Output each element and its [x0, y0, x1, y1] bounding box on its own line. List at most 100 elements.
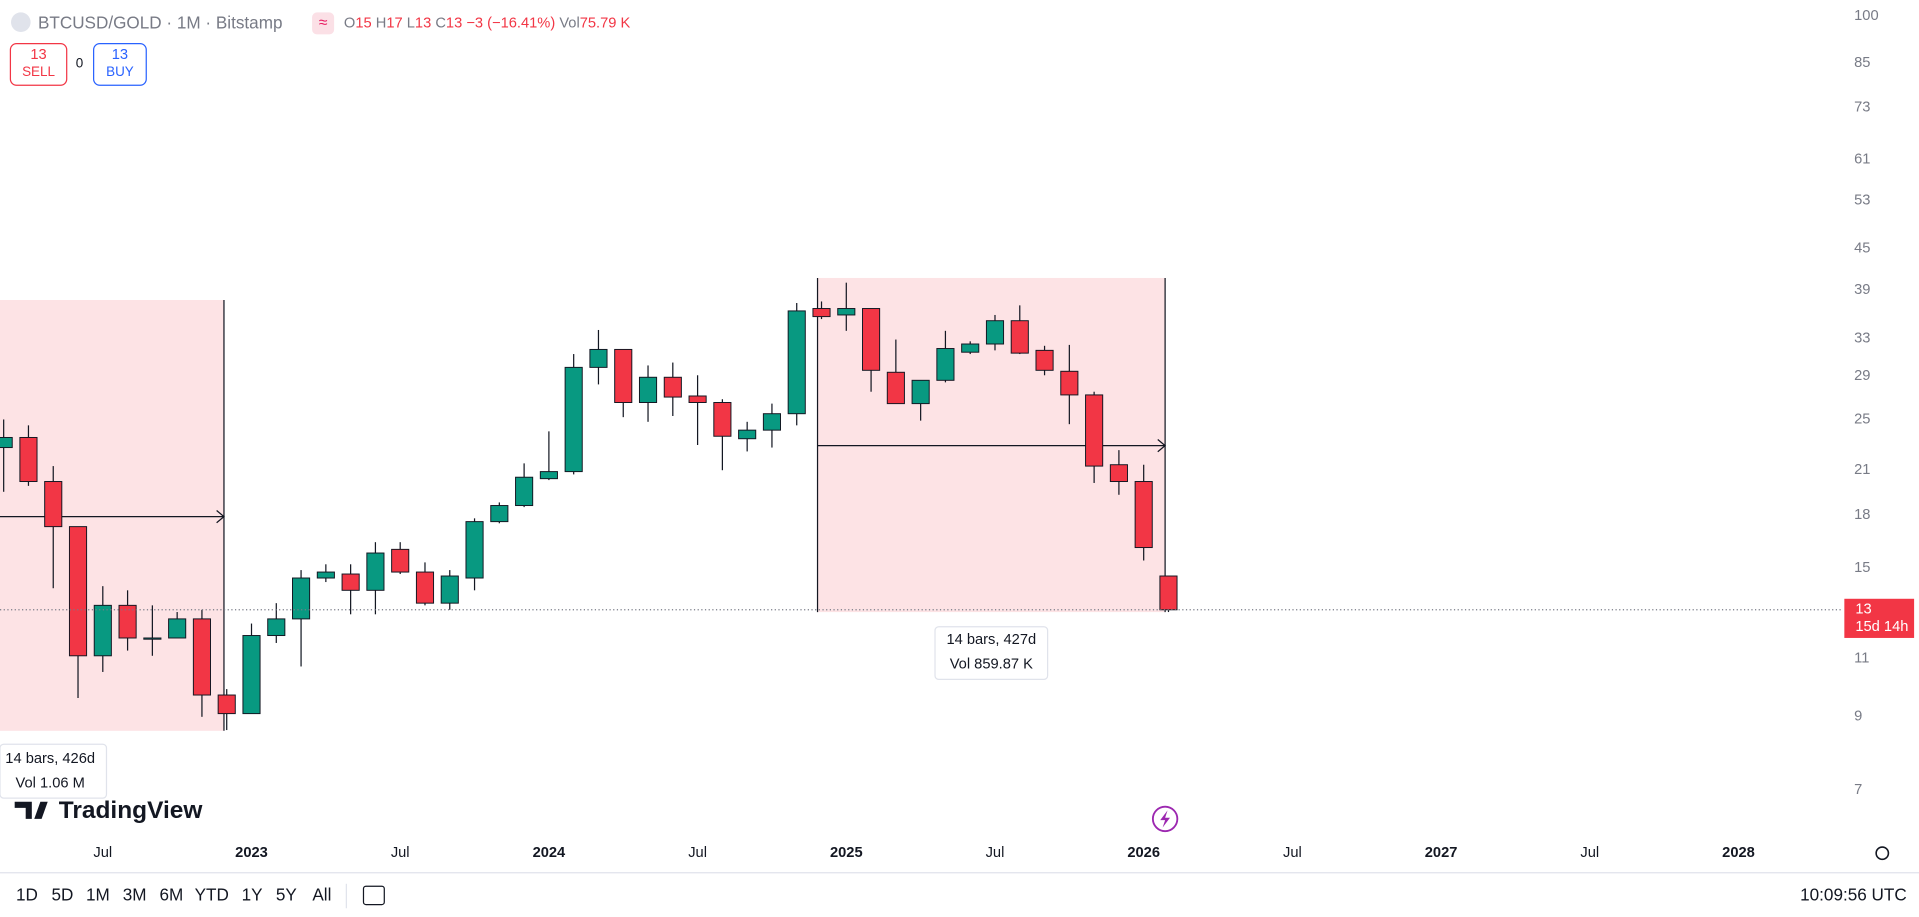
spread: 0 — [76, 55, 83, 70]
candle-body — [1159, 575, 1178, 611]
vol-key: Vol — [559, 15, 579, 31]
measure-bars: 14 bars, 426d — [5, 751, 95, 767]
range-shade — [0, 300, 224, 731]
y-tick-label: 73 — [1854, 99, 1870, 115]
y-tick-label: 11 — [1854, 650, 1869, 666]
candle-body — [341, 573, 360, 591]
y-tick-label: 18 — [1854, 507, 1870, 523]
x-tick-label: Jul — [986, 845, 1005, 861]
range-button[interactable]: 1D — [16, 885, 38, 905]
candle-body — [242, 635, 261, 715]
candle-body — [93, 604, 112, 657]
y-tick-label: 100 — [1854, 8, 1878, 24]
candle-body — [886, 371, 905, 405]
candle-body — [440, 575, 459, 604]
candle-body — [515, 476, 534, 507]
y-tick-label: 25 — [1854, 411, 1870, 427]
x-tick-label: Jul — [93, 845, 112, 861]
range-button[interactable]: 5D — [51, 885, 73, 905]
arrow-head — [1157, 439, 1167, 453]
price-label: 13 — [1855, 602, 1871, 618]
x-tick-label: 2023 — [235, 845, 268, 861]
range-button[interactable]: All — [312, 885, 331, 905]
y-tick-label: 7 — [1854, 782, 1862, 798]
indicator-icon[interactable] — [312, 12, 335, 35]
range-button[interactable]: 1M — [86, 885, 110, 905]
calendar-icon[interactable] — [362, 885, 385, 906]
range-button[interactable]: 1Y — [242, 885, 264, 905]
candle-body — [1085, 394, 1104, 467]
arrow-head — [216, 510, 225, 524]
range-button[interactable]: 6M — [159, 885, 183, 905]
measure-box — [0, 743, 108, 799]
x-tick-label: Jul — [1580, 845, 1599, 861]
y-tick-label: 9 — [1854, 709, 1862, 725]
candle-body — [911, 379, 930, 405]
price-label-box — [1844, 598, 1915, 638]
candle-body — [168, 618, 187, 639]
candle-body — [762, 413, 782, 431]
candle-body — [738, 429, 757, 440]
x-tick-label: Jul — [391, 845, 410, 861]
buy-price: 13 — [112, 47, 128, 63]
measure-bars: 14 bars, 427d — [946, 632, 1036, 648]
measure-box — [934, 626, 1049, 681]
candle-body — [1010, 320, 1029, 354]
toolbar: 1D 5D 1M 3M 6M YTD 1Y 5Y All — [16, 885, 331, 905]
candle-body — [638, 376, 658, 403]
ohlc-value: 15 — [355, 15, 371, 31]
logo[interactable]: TradingView — [59, 797, 204, 824]
ohlc-key: O — [344, 15, 355, 31]
candle-body — [143, 637, 162, 640]
y-tick-label: 15 — [1854, 560, 1870, 576]
candle-body — [267, 618, 286, 637]
range-button[interactable]: 5Y — [276, 885, 298, 905]
countdown-label: 15d 14h — [1855, 619, 1908, 635]
candle-body — [862, 308, 881, 371]
candle-body — [961, 343, 980, 353]
axes: 7 9 11 15 18 21 25 29 33 39 45 53 61 73 85 100 Jul 2023 Ju… — [0, 8, 1915, 861]
candle-body — [985, 320, 1005, 345]
x-tick-label: 2027 — [1425, 845, 1458, 861]
ohlc-value: 13 — [415, 15, 431, 31]
candle-body — [415, 571, 435, 604]
y-tick-label: 39 — [1854, 282, 1870, 298]
candle-body — [663, 376, 682, 398]
x-tick-label: 2028 — [1722, 845, 1755, 861]
events-icon[interactable] — [1151, 805, 1179, 833]
vol-value: 75.79 K — [580, 15, 631, 31]
x-tick-label: Jul — [688, 845, 707, 861]
candle-body — [68, 526, 88, 657]
candle-body — [465, 521, 484, 579]
sell-label: SELL — [22, 64, 55, 79]
candle-body — [787, 310, 806, 415]
ohlc-key: C — [435, 15, 446, 31]
candle-body — [1134, 481, 1153, 549]
range-button[interactable]: 3M — [123, 885, 147, 905]
y-tick-label: 85 — [1854, 55, 1870, 71]
x-tick-label: 2025 — [830, 845, 863, 861]
candle-body — [688, 395, 707, 403]
candle-body — [564, 366, 583, 473]
candle-body — [490, 505, 509, 523]
ohlc-value: 17 — [386, 15, 402, 31]
candle-body — [614, 348, 633, 403]
settings-icon[interactable] — [1875, 846, 1890, 861]
range-button[interactable]: YTD — [195, 885, 229, 905]
candle-body — [192, 618, 211, 696]
candle-body — [316, 571, 335, 579]
clock: 10:09:56 UTC — [1800, 885, 1907, 905]
ohlc-key: L — [407, 15, 415, 31]
candle-body — [539, 471, 558, 480]
sell-button[interactable] — [9, 43, 68, 86]
events-bolt — [1160, 810, 1171, 828]
buy-button[interactable] — [93, 43, 147, 86]
symbol[interactable]: BTCUSD/GOLD · 1M · Bitstamp — [38, 12, 283, 32]
candles — [0, 282, 1178, 731]
candle-body — [0, 436, 13, 449]
ohlc-value: 13 — [446, 15, 462, 31]
candle-body — [1109, 464, 1128, 483]
measure-vol: Vol 859.87 K — [950, 657, 1033, 673]
candle-body — [19, 436, 38, 483]
